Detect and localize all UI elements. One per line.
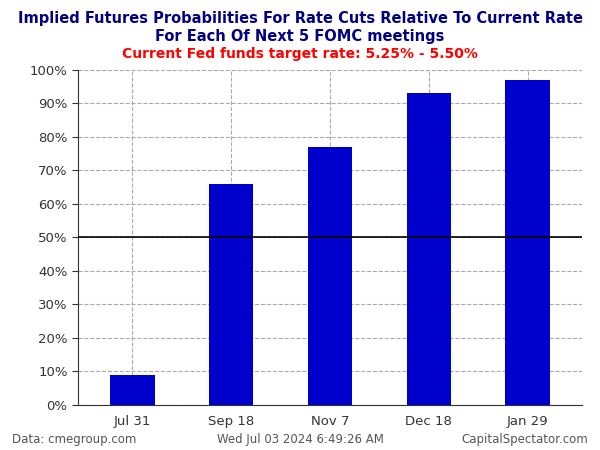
Text: Implied Futures Probabilities For Rate Cuts Relative To Current Rate: Implied Futures Probabilities For Rate C… xyxy=(17,11,583,26)
Bar xyxy=(308,147,352,405)
Bar xyxy=(209,184,253,405)
Text: CapitalSpectator.com: CapitalSpectator.com xyxy=(461,432,588,446)
Bar xyxy=(110,375,155,405)
Text: For Each Of Next 5 FOMC meetings: For Each Of Next 5 FOMC meetings xyxy=(155,29,445,44)
Text: Wed Jul 03 2024 6:49:26 AM: Wed Jul 03 2024 6:49:26 AM xyxy=(217,432,383,446)
Bar xyxy=(505,80,550,405)
Bar xyxy=(407,93,451,405)
Text: Data: cmegroup.com: Data: cmegroup.com xyxy=(12,432,136,446)
Text: Current Fed funds target rate: 5.25% - 5.50%: Current Fed funds target rate: 5.25% - 5… xyxy=(122,47,478,61)
